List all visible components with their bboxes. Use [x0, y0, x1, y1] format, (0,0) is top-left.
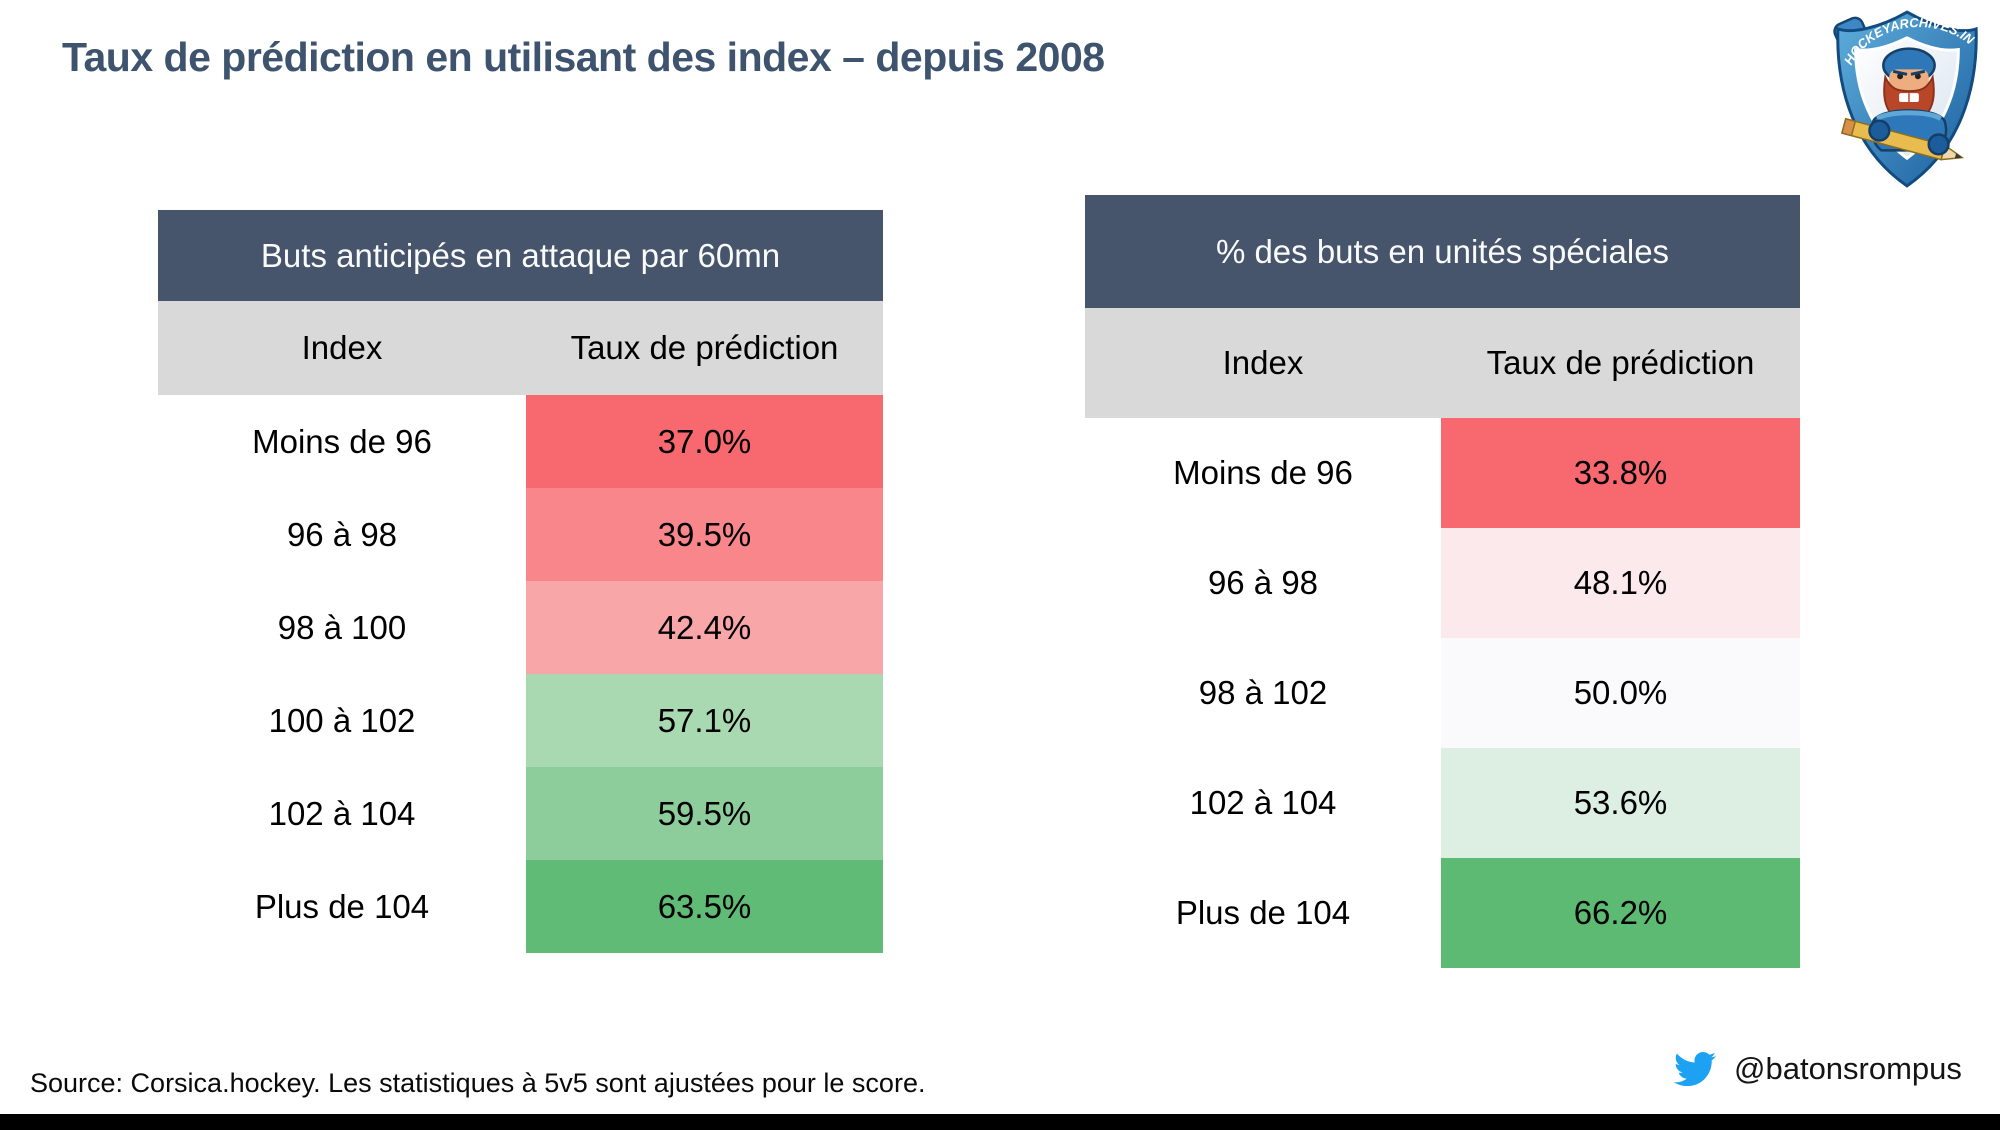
index-cell: 96 à 98	[1085, 528, 1441, 638]
value-cell: 59.5%	[526, 767, 883, 860]
table-row: 102 à 104 59.5%	[158, 767, 883, 860]
value-cell: 37.0%	[526, 395, 883, 488]
table-row: Plus de 104 66.2%	[1085, 858, 1800, 968]
value-cell: 50.0%	[1441, 638, 1800, 748]
table-header: Buts anticipés en attaque par 60mn	[158, 210, 883, 301]
index-cell: Moins de 96	[1085, 418, 1441, 528]
table-row: 98 à 102 50.0%	[1085, 638, 1800, 748]
twitter-icon	[1674, 1051, 1716, 1087]
value-cell: 48.1%	[1441, 528, 1800, 638]
index-cell: 96 à 98	[158, 488, 526, 581]
value-cell: 33.8%	[1441, 418, 1800, 528]
table-row: 96 à 98 48.1%	[1085, 528, 1800, 638]
table-header: % des buts en unités spéciales	[1085, 195, 1800, 308]
table-row: Moins de 96 37.0%	[158, 395, 883, 488]
index-cell: 100 à 102	[158, 674, 526, 767]
index-cell: 98 à 100	[158, 581, 526, 674]
table-row: 96 à 98 39.5%	[158, 488, 883, 581]
page-title: Taux de prédiction en utilisant des inde…	[62, 34, 1105, 80]
value-cell: 53.6%	[1441, 748, 1800, 858]
value-cell: 42.4%	[526, 581, 883, 674]
index-cell: Plus de 104	[1085, 858, 1441, 968]
value-cell: 57.1%	[526, 674, 883, 767]
index-cell: Plus de 104	[158, 860, 526, 953]
source-text: Source: Corsica.hockey. Les statistiques…	[30, 1068, 926, 1098]
twitter-handle: @batonsrompus	[1734, 1051, 1962, 1086]
column-header-index: Index	[1222, 344, 1304, 381]
table-buts-anticipes: Buts anticipés en attaque par 60mn Index…	[158, 210, 883, 953]
table-row: Moins de 96 33.8%	[1085, 418, 1800, 528]
value-cell: 63.5%	[526, 860, 883, 953]
table-row: 102 à 104 53.6%	[1085, 748, 1800, 858]
table-row: Plus de 104 63.5%	[158, 860, 883, 953]
bottom-bar	[0, 1114, 2000, 1130]
twitter-attribution: @batonsrompus	[1672, 1048, 1962, 1090]
value-cell: 66.2%	[1441, 858, 1800, 968]
column-header-value: Taux de prédiction	[570, 329, 839, 366]
index-cell: 98 à 102	[1085, 638, 1441, 748]
index-cell: 102 à 104	[1085, 748, 1441, 858]
value-cell: 39.5%	[526, 488, 883, 581]
hockeyarchives-logo: HOCKEYARCHIVES.INFO	[1828, 4, 1978, 188]
index-cell: Moins de 96	[158, 395, 526, 488]
index-cell: 102 à 104	[158, 767, 526, 860]
table-unites-speciales: % des buts en unités spéciales Index Tau…	[1085, 195, 1800, 968]
column-header-index: Index	[301, 329, 383, 366]
table-row: 100 à 102 57.1%	[158, 674, 883, 767]
table-subheader: Index Taux de prédiction	[158, 301, 883, 395]
table-row: 98 à 100 42.4%	[158, 581, 883, 674]
table-subheader: Index Taux de prédiction	[1085, 308, 1800, 418]
column-header-value: Taux de prédiction	[1486, 344, 1755, 381]
hockey-player-mascot	[1841, 47, 1965, 161]
